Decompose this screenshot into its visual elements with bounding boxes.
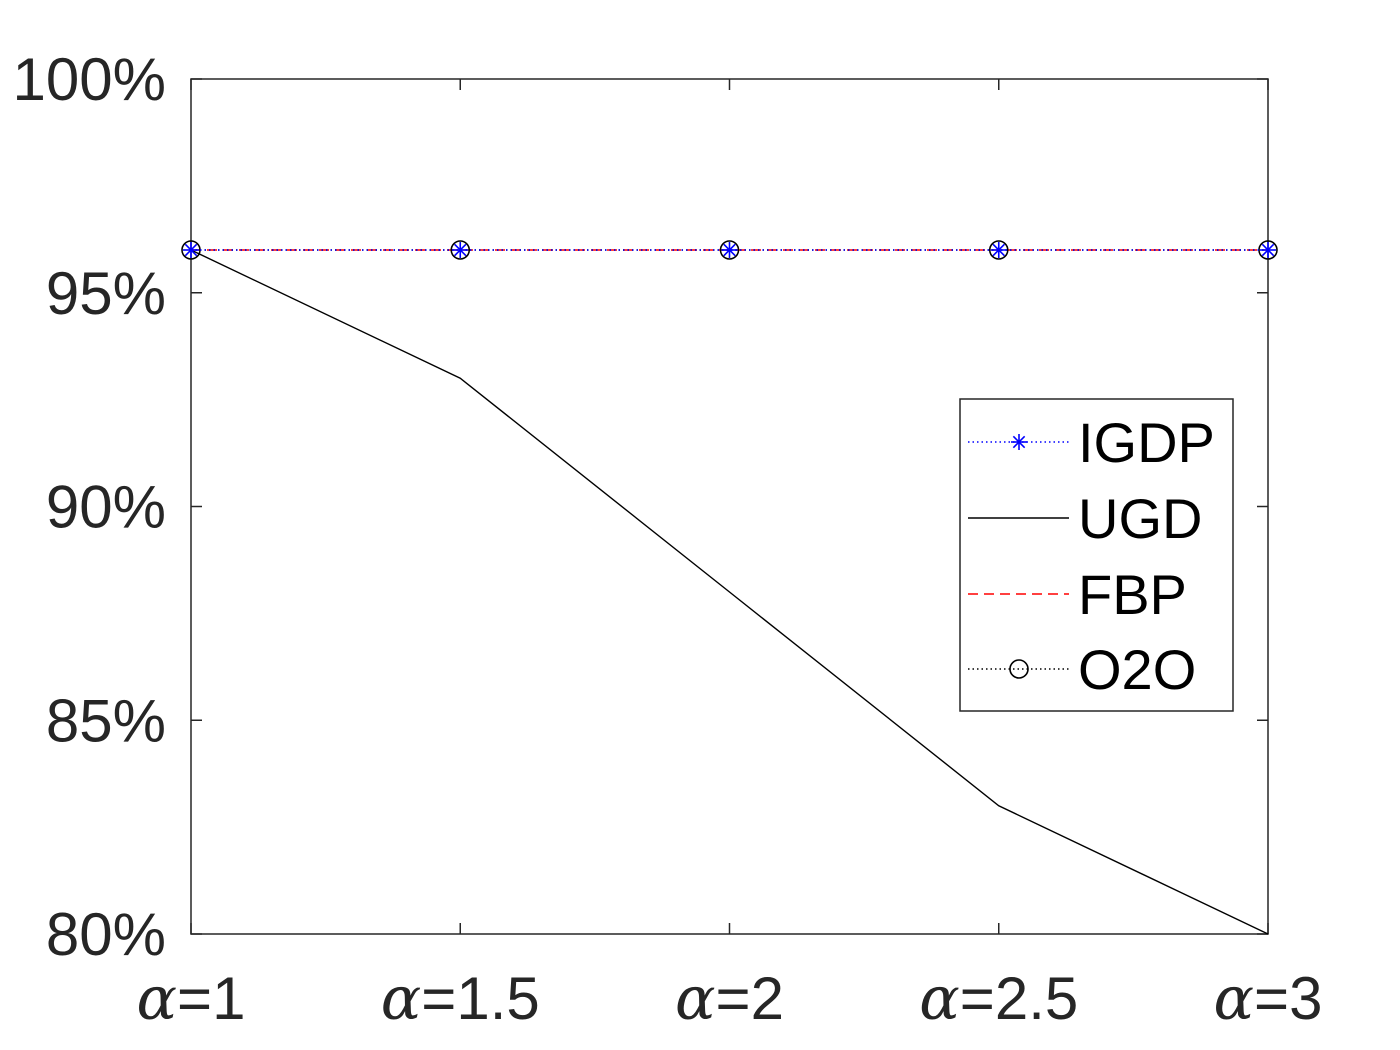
point-igdp-stroke (1261, 243, 1275, 257)
point-o2o (450, 240, 471, 260)
y-tick-label: 95% (46, 260, 166, 327)
legend-box (959, 398, 1234, 712)
legend-marker-igdp-stroke (1012, 435, 1026, 449)
x-tick-label: α=1 (137, 964, 246, 1034)
point-igdp-stroke (454, 243, 467, 257)
point-igdp (1260, 242, 1276, 258)
tick-label-layer: α=1 α=1.5 α=2 α=2.5 α=3 80% 85% 90% 95% 100% (13, 46, 1323, 1034)
legend-marker-igdp (1011, 434, 1027, 450)
x-tick-label: α=3 (1214, 964, 1323, 1034)
point-o2o (988, 240, 1009, 260)
point-o2o (719, 240, 740, 260)
x-tick-label: α=1.5 (381, 964, 540, 1034)
point-igdp (452, 242, 469, 258)
legend: IGDP UGD FBP O2O (959, 398, 1234, 712)
point-igdp-stroke (992, 243, 1005, 257)
y-tick-label: 90% (46, 474, 166, 541)
legend-label-igdp: IGDP (1078, 411, 1215, 474)
legend-label-fbp: FBP (1078, 563, 1187, 626)
legend-label-o2o: O2O (1078, 638, 1196, 701)
x-tick-label: α=2.5 (919, 964, 1078, 1034)
legend-label-ugd: UGD (1078, 487, 1202, 550)
y-tick-label: 85% (46, 687, 166, 754)
y-tick-label: 80% (46, 901, 166, 968)
point-igdp (990, 242, 1007, 258)
legend-marker-o2o (1009, 659, 1029, 679)
x-tick-label: α=2 (675, 964, 784, 1034)
point-igdp-stroke (723, 243, 736, 257)
point-igdp (721, 242, 738, 258)
y-tick-label: 100% (13, 46, 166, 113)
point-igdp-stroke (184, 243, 198, 257)
point-igdp (183, 242, 199, 258)
tick-layer (190, 78, 1269, 935)
series-line-ugd (190, 249, 1269, 935)
series-layer (181, 240, 1278, 935)
